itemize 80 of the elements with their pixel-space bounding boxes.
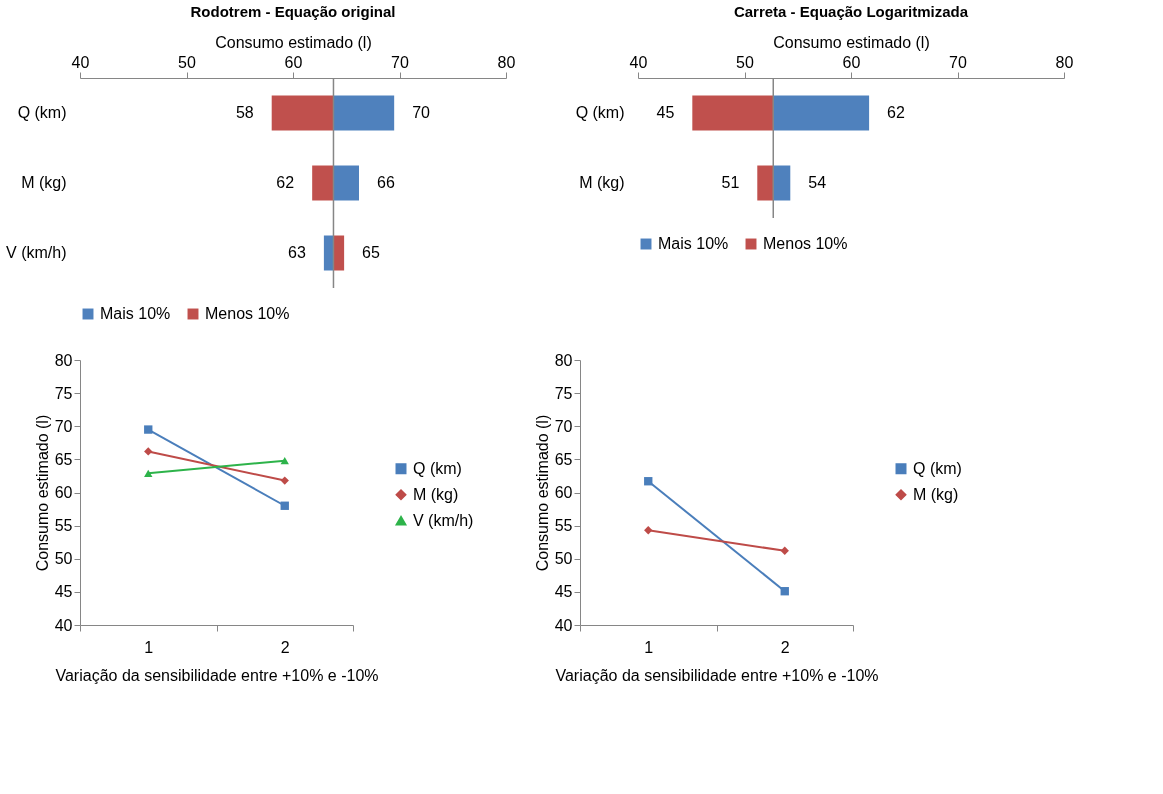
x-tick-label: 50 <box>736 53 754 71</box>
bar <box>312 165 334 201</box>
y-tick-label: 70 <box>54 417 73 435</box>
y-tick-label: 60 <box>554 484 573 501</box>
x-tick-label: 1 <box>144 638 154 656</box>
x-tick-label: 70 <box>949 53 967 71</box>
data-label: 66 <box>377 174 395 191</box>
y-tick-label: 80 <box>554 351 573 369</box>
bar <box>333 95 395 131</box>
x-tick-label: 70 <box>391 53 409 71</box>
data-label: 70 <box>412 104 431 121</box>
point <box>644 477 653 486</box>
x-tick-label: 80 <box>497 53 516 71</box>
point <box>280 476 289 485</box>
y-tick-label: Q (km) <box>17 104 67 121</box>
data-label: 51 <box>721 174 740 191</box>
legend-label: Q (km) <box>413 459 462 477</box>
point <box>144 447 153 456</box>
bar <box>757 165 774 201</box>
legend-label: Mais 10% <box>100 305 171 322</box>
x-axis-title: Variação da sensibilidade entre +10% e -10% <box>555 666 879 684</box>
x-tick-label: 1 <box>644 638 654 656</box>
bar <box>773 165 791 201</box>
x-tick-label: 2 <box>280 638 290 656</box>
y-tick-label: 50 <box>54 550 73 568</box>
legend-label: V (km/h) <box>413 511 474 529</box>
y-tick-label: 55 <box>54 517 73 535</box>
x-tick-label: 60 <box>842 53 861 71</box>
x-tick-label: 2 <box>780 638 790 656</box>
legend-label: Menos 10% <box>205 305 290 322</box>
y-tick-label: 55 <box>554 517 573 535</box>
y-tick-label: 75 <box>554 384 573 402</box>
x-tick-label: 50 <box>178 53 196 71</box>
point <box>644 526 653 535</box>
y-tick-label: 65 <box>554 450 573 468</box>
point <box>780 587 789 596</box>
legend-label: M (kg) <box>413 485 459 503</box>
x-axis-title: Consumo estimado (l) <box>215 33 372 51</box>
y-axis-title: Consumo estimado (l) <box>533 414 551 572</box>
point <box>144 425 153 434</box>
data-label: 62 <box>276 174 295 191</box>
x-axis-title: Consumo estimado (l) <box>773 33 930 51</box>
y-tick-label: 65 <box>54 450 73 468</box>
y-tick-label: 80 <box>54 351 73 369</box>
bar <box>323 235 334 271</box>
bar <box>692 95 774 131</box>
legend-label: Menos 10% <box>763 235 848 252</box>
y-tick-label: 60 <box>54 484 73 501</box>
x-axis-title: Variação da sensibilidade entre +10% e -10% <box>55 666 379 684</box>
bar <box>333 165 360 201</box>
x-tick-label: 40 <box>629 53 648 71</box>
legend-label: Q (km) <box>913 459 962 477</box>
y-tick-label: 75 <box>54 384 73 402</box>
y-tick-label: 40 <box>54 616 73 634</box>
y-tick-label: 45 <box>554 583 573 601</box>
y-axis-title: Consumo estimado (l) <box>33 414 51 572</box>
y-tick-label: 45 <box>54 583 73 601</box>
data-label: 65 <box>362 244 381 261</box>
y-tick-label: M (kg) <box>21 174 67 191</box>
y-tick-label: 70 <box>554 417 573 435</box>
x-tick-label: 40 <box>71 53 90 71</box>
x-tick-label: 60 <box>284 53 303 71</box>
data-label: 54 <box>808 174 827 191</box>
y-tick-label: 50 <box>554 550 573 568</box>
bar <box>773 95 870 131</box>
legend-label: Mais 10% <box>658 235 729 252</box>
data-label: 45 <box>656 104 675 121</box>
bar <box>271 95 334 131</box>
legend-label: M (kg) <box>913 485 959 503</box>
chart-title: Rodotrem - Equação original <box>190 3 396 20</box>
x-tick-label: 80 <box>1055 53 1074 71</box>
point <box>280 501 289 510</box>
data-label: 63 <box>288 244 306 261</box>
point <box>780 546 789 555</box>
data-label: 62 <box>887 104 905 121</box>
data-label: 58 <box>235 104 254 121</box>
bar <box>333 235 345 271</box>
y-tick-label: V (km/h) <box>6 244 67 261</box>
y-tick-label: 40 <box>554 616 573 634</box>
chart-title: Carreta - Equação Logaritmizada <box>733 3 969 20</box>
